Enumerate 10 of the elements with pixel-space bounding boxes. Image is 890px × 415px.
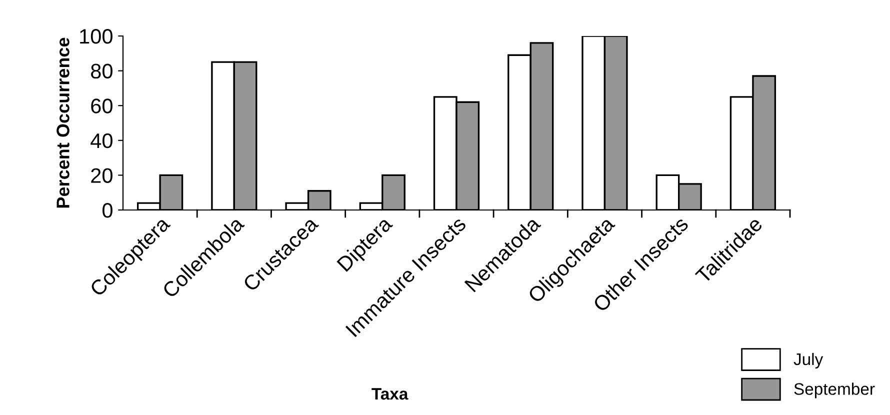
x-axis-title: Taxa [372,388,408,400]
y-axis-title: Percent Occurrence [56,38,70,208]
legend-label: September [794,382,875,398]
y-tick-label: 20 [91,168,112,183]
y-tick-label: 60 [91,98,112,114]
y-tick-label: 40 [90,133,112,148]
legend-label: July [794,352,824,368]
y-tick-label: 80 [91,64,112,79]
y-tick-label: 100 [80,29,112,44]
y-tick-label: 0 [102,203,112,218]
